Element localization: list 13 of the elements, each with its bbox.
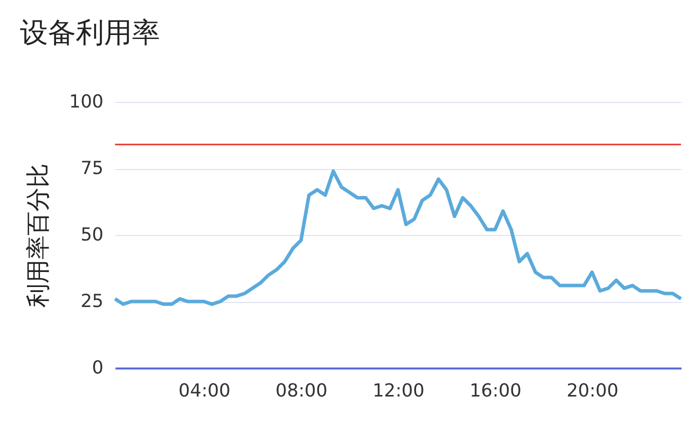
x-tick-label: 08:00 [276, 380, 328, 402]
y-tick-label: 50 [80, 224, 104, 246]
x-tick-label: 20:00 [566, 380, 618, 402]
y-axis-title: 利用率百分比 [24, 164, 52, 308]
line-series [113, 169, 683, 306]
x-tick-label: 12:00 [372, 380, 424, 402]
y-tick-label: 25 [80, 291, 104, 312]
chart-title: 设备利用率 [20, 16, 160, 49]
x-tick-label: 04:00 [178, 380, 230, 402]
x-tick-label: 16:00 [470, 380, 522, 402]
y-tick-label: 100 [69, 92, 104, 112]
y-tick-label: 75 [80, 158, 104, 179]
y-tick-label: 0 [92, 358, 104, 378]
